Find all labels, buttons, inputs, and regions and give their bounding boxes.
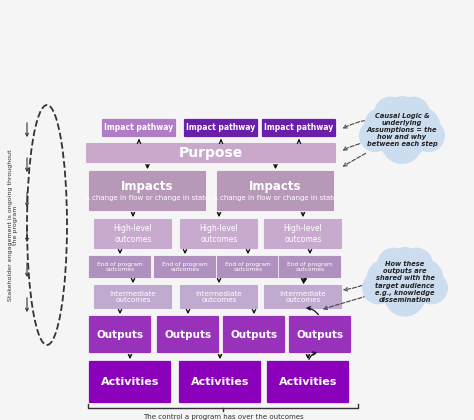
Circle shape	[401, 248, 432, 280]
Text: A change in flow or change in state: A change in flow or change in state	[85, 195, 210, 201]
Text: Activities: Activities	[101, 377, 159, 387]
Text: Outputs: Outputs	[164, 330, 211, 339]
Text: Activities: Activities	[279, 377, 337, 387]
Circle shape	[402, 108, 439, 145]
Text: High-level
outcomes: High-level outcomes	[114, 224, 152, 244]
Text: Impact pathway: Impact pathway	[186, 123, 255, 132]
Circle shape	[365, 108, 401, 145]
Text: A change in flow or change in state: A change in flow or change in state	[213, 195, 337, 201]
Circle shape	[385, 276, 425, 316]
Text: Causal Logic &
underlying
Assumptions = the
how and why
between each step: Causal Logic & underlying Assumptions = …	[366, 113, 438, 147]
Circle shape	[382, 123, 422, 163]
Text: End of program
outcomes: End of program outcomes	[162, 262, 208, 273]
Text: Activities: Activities	[191, 377, 249, 387]
FancyBboxPatch shape	[89, 171, 207, 212]
Circle shape	[398, 97, 429, 129]
FancyBboxPatch shape	[289, 315, 352, 354]
Text: End of program
outcomes: End of program outcomes	[225, 262, 271, 273]
Text: Impact pathway: Impact pathway	[104, 123, 173, 132]
FancyBboxPatch shape	[264, 284, 343, 310]
FancyBboxPatch shape	[101, 118, 176, 137]
FancyBboxPatch shape	[180, 218, 258, 249]
FancyBboxPatch shape	[89, 360, 172, 404]
Circle shape	[413, 120, 444, 151]
Circle shape	[391, 248, 419, 276]
Circle shape	[405, 260, 443, 297]
Circle shape	[360, 120, 391, 151]
Text: Impact pathway: Impact pathway	[264, 123, 334, 132]
FancyBboxPatch shape	[89, 315, 152, 354]
Text: Intermediate
outcomes: Intermediate outcomes	[196, 291, 242, 304]
Circle shape	[376, 254, 434, 310]
Circle shape	[375, 97, 406, 129]
Text: Purpose: Purpose	[179, 146, 243, 160]
Text: Impacts: Impacts	[249, 180, 302, 193]
FancyBboxPatch shape	[85, 142, 337, 163]
Text: Intermediate
outcomes: Intermediate outcomes	[109, 291, 156, 304]
FancyBboxPatch shape	[93, 218, 173, 249]
Text: High-level
outcomes: High-level outcomes	[200, 224, 238, 244]
FancyBboxPatch shape	[279, 255, 341, 278]
Circle shape	[378, 248, 409, 280]
FancyBboxPatch shape	[154, 255, 217, 278]
Circle shape	[416, 272, 447, 304]
FancyBboxPatch shape	[266, 360, 349, 404]
Text: Intermediate
outcomes: Intermediate outcomes	[280, 291, 327, 304]
Text: High-level
outcomes: High-level outcomes	[283, 224, 322, 244]
FancyBboxPatch shape	[180, 284, 258, 310]
Text: End of program
outcomes: End of program outcomes	[287, 262, 333, 273]
FancyBboxPatch shape	[217, 255, 280, 278]
Text: Outputs: Outputs	[230, 330, 278, 339]
Text: Outputs: Outputs	[96, 330, 144, 339]
Circle shape	[374, 102, 430, 158]
Circle shape	[363, 272, 394, 304]
Text: Impacts: Impacts	[121, 180, 174, 193]
Circle shape	[367, 260, 404, 297]
FancyBboxPatch shape	[262, 118, 337, 137]
FancyBboxPatch shape	[183, 118, 258, 137]
FancyBboxPatch shape	[156, 315, 219, 354]
Circle shape	[388, 97, 416, 125]
FancyBboxPatch shape	[217, 171, 335, 212]
Text: End of program
outcomes: End of program outcomes	[97, 262, 143, 273]
Text: Stakeholder engagement is ongoing throughout
the program: Stakeholder engagement is ongoing throug…	[8, 149, 18, 301]
FancyBboxPatch shape	[222, 315, 285, 354]
Text: Outputs: Outputs	[296, 330, 344, 339]
FancyBboxPatch shape	[264, 218, 343, 249]
FancyBboxPatch shape	[89, 255, 152, 278]
Text: The control a program has over the outcomes
decreases the further we move away f: The control a program has over the outco…	[143, 414, 303, 420]
FancyBboxPatch shape	[179, 360, 262, 404]
FancyBboxPatch shape	[93, 284, 173, 310]
Text: How these
outputs are
shared with the
target audience
e.g., knowledge
disseminat: How these outputs are shared with the ta…	[375, 261, 435, 303]
